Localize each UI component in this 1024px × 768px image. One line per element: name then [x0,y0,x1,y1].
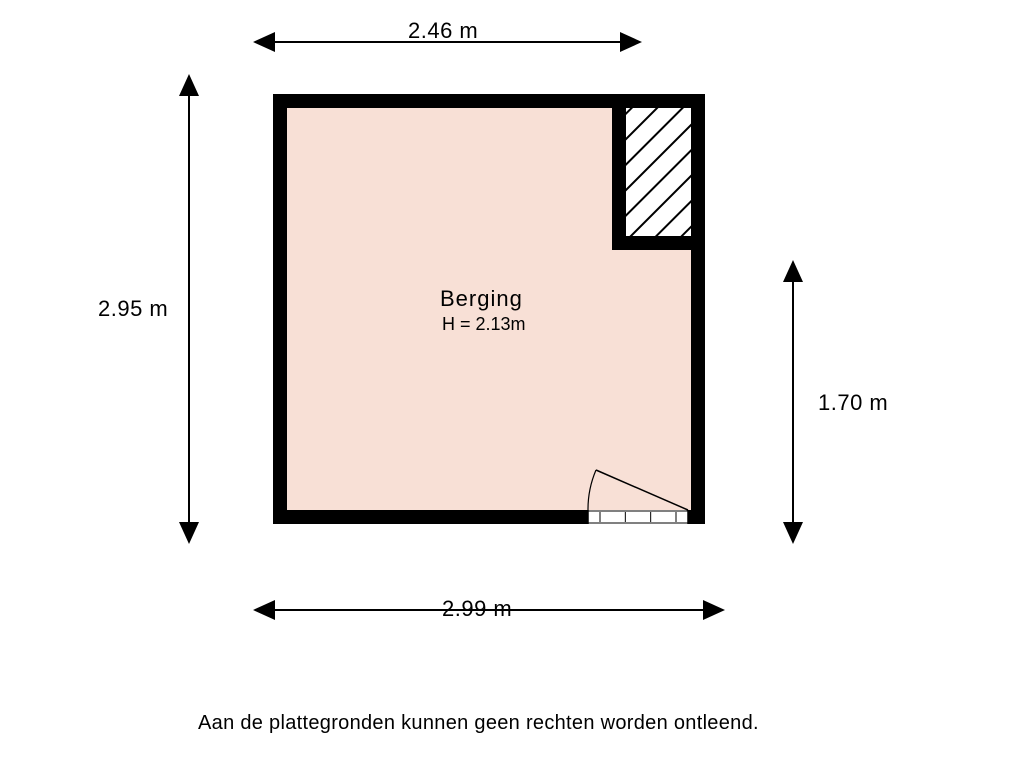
floorplan-canvas: Berging H = 2.13m 2.46 m 2.95 m 1.70 m 2… [0,0,1024,768]
room-name-label: Berging [440,286,523,312]
dimension-label-top: 2.46 m [408,18,478,44]
dimension-label-left: 2.95 m [98,296,168,322]
room-height-label: H = 2.13m [442,314,526,335]
floorplan-svg [0,0,1024,768]
dimension-label-bottom: 2.99 m [442,596,512,622]
dimension-label-right: 1.70 m [818,390,888,416]
disclaimer-text: Aan de plattegronden kunnen geen rechten… [198,712,759,735]
